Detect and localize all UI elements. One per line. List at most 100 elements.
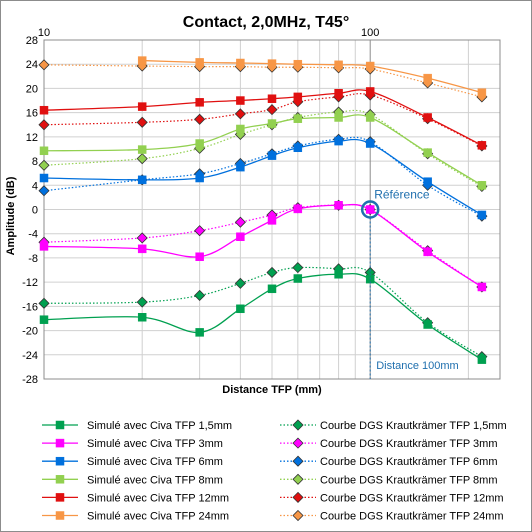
x-axis-label: Distance TFP (mm): [222, 384, 322, 396]
data-point: [195, 58, 204, 67]
data-point: [195, 98, 204, 107]
annotations: Référence Distance 100mm: [360, 188, 459, 379]
data-point: [267, 151, 277, 160]
data-point: [236, 58, 245, 68]
series-civa: [39, 113, 487, 190]
series-line: [43, 93, 483, 147]
data-point: [423, 177, 432, 186]
x-axis-ticks: 10 100: [38, 27, 379, 39]
data-point: [195, 252, 204, 261]
y-tick-label: -4: [28, 229, 38, 241]
data-point: [423, 247, 432, 257]
data-point: [267, 119, 277, 128]
legend-swatch-marker: [55, 438, 65, 448]
data-point: [137, 313, 147, 322]
series-line: [43, 266, 483, 358]
legend-label: Simulé avec Civa TFP 12mm: [87, 492, 229, 504]
y-tick-label: 20: [26, 83, 38, 95]
legend-item: Simulé avec Civa TFP 6mm: [42, 456, 223, 468]
data-point: [236, 304, 245, 314]
data-point: [365, 113, 375, 122]
plot-border: [43, 39, 501, 380]
legend-swatch-marker: [55, 475, 65, 484]
x-tick-label: 100: [361, 27, 379, 39]
data-point: [267, 94, 277, 103]
legend-label: Simulé avec Civa TFP 6mm: [87, 456, 223, 468]
data-point: [423, 320, 432, 329]
data-point: [477, 282, 487, 292]
series-line: [43, 138, 483, 216]
data-point: [334, 113, 343, 122]
data-point: [293, 92, 303, 102]
data-point: [365, 61, 375, 71]
legend: Simulé avec Civa TFP 1,5mm Simulé avec Ci…: [42, 419, 507, 523]
data-point: [477, 355, 487, 364]
legend-label: Simulé avec Civa TFP 8mm: [87, 474, 223, 486]
data-point: [39, 173, 49, 183]
data-point: [334, 270, 343, 279]
y-tick-label: 8: [32, 156, 38, 168]
y-tick-label: 0: [32, 205, 38, 217]
legend-item: Simulé avec Civa TFP 8mm: [42, 474, 223, 486]
plot-area: [38, 56, 488, 364]
y-tick-label: -16: [22, 301, 38, 313]
data-point: [423, 113, 432, 122]
data-point: [365, 205, 375, 214]
y-tick-label: 4: [32, 180, 38, 192]
data-point: [236, 162, 245, 172]
legend-item: Courbe DGS Krautkrämer TFP 3mm: [280, 437, 497, 450]
data-point: [236, 124, 245, 134]
data-point: [236, 232, 245, 241]
data-point: [137, 145, 147, 154]
legend-label: Simulé avec Civa TFP 24mm: [87, 511, 229, 523]
data-point: [334, 60, 343, 70]
data-point: [293, 204, 303, 214]
data-point: [365, 87, 375, 96]
data-point: [136, 116, 148, 128]
y-tick-label: 24: [26, 59, 38, 71]
data-point: [267, 216, 277, 225]
y-tick-label: 16: [26, 108, 38, 120]
legend-label: Courbe DGS Krautkrämer TFP 24mm: [320, 511, 504, 523]
legend-label: Simulé avec Civa TFP 3mm: [87, 438, 223, 450]
series-line: [43, 272, 483, 361]
data-point: [234, 108, 246, 120]
data-point: [334, 136, 343, 146]
y-tick-label: -24: [22, 350, 38, 362]
data-point: [477, 141, 487, 150]
data-point: [137, 102, 147, 111]
data-point: [38, 297, 50, 309]
series-dgs: [38, 262, 488, 363]
data-point: [137, 175, 147, 185]
legend-item: Courbe DGS Krautkrämer TFP 12mm: [280, 491, 504, 504]
data-point: [293, 59, 303, 69]
legend-item: Simulé avec Civa TFP 24mm: [42, 511, 229, 523]
legend-label: Courbe DGS Krautkrämer TFP 6mm: [320, 456, 497, 468]
data-point: [39, 105, 49, 115]
y-tick-label: -20: [22, 326, 38, 338]
legend-swatch-marker: [55, 511, 65, 520]
data-point: [293, 274, 303, 283]
data-point: [234, 216, 246, 228]
data-point: [136, 232, 148, 244]
legend-swatch-marker: [292, 473, 304, 485]
data-point: [293, 114, 303, 123]
series-civa: [39, 270, 487, 364]
legend-swatch-marker: [292, 419, 304, 431]
y-axis-label: Amplitude (dB): [5, 176, 17, 255]
legend-item: Courbe DGS Krautkrämer TFP 24mm: [280, 509, 504, 523]
data-point: [39, 146, 49, 156]
data-point: [266, 266, 278, 279]
legend-swatch-marker: [292, 455, 304, 467]
series-dgs: [38, 59, 488, 103]
data-point: [38, 159, 50, 171]
reference-label: Référence: [374, 188, 430, 202]
y-tick-label: -28: [22, 374, 38, 386]
data-point: [195, 139, 204, 148]
data-point: [423, 73, 432, 83]
data-point: [137, 56, 147, 65]
data-point: [292, 262, 304, 274]
data-point: [195, 173, 204, 183]
data-point: [195, 328, 204, 337]
